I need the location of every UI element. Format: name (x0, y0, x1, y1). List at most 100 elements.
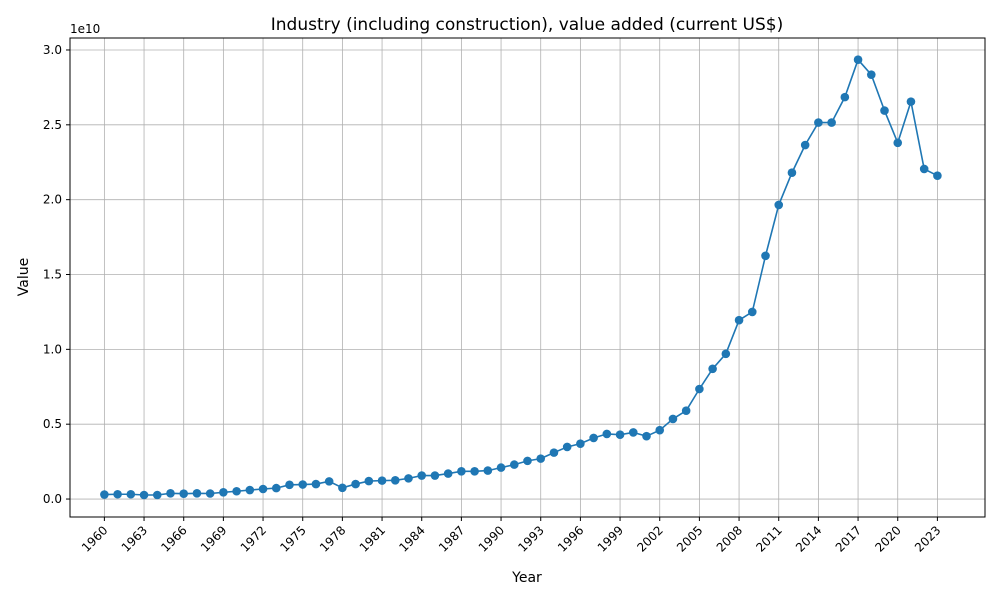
x-tick-label: 1999 (595, 523, 626, 554)
data-point (509, 460, 519, 469)
data-point (747, 307, 757, 317)
data-point (258, 484, 268, 494)
data-point (377, 476, 387, 485)
x-tick-label: 2017 (833, 523, 864, 554)
data-point (483, 466, 493, 475)
data-point (311, 479, 321, 489)
data-point (800, 140, 810, 150)
data-point (880, 106, 889, 115)
data-point (205, 489, 215, 498)
data-point (113, 489, 122, 499)
x-tick-label: 2014 (793, 523, 824, 554)
data-point (708, 364, 717, 374)
data-point (787, 168, 797, 178)
x-axis-title: Year (511, 570, 542, 586)
data-point (430, 471, 440, 480)
data-point (351, 479, 360, 489)
x-tick-label: 1972 (238, 523, 269, 554)
x-tick-label: 1960 (79, 523, 110, 554)
data-point (774, 200, 784, 210)
y-offset-label: 1e10 (70, 22, 100, 36)
data-point (628, 428, 638, 437)
data-point (100, 490, 109, 499)
data-point (549, 448, 559, 457)
data-point (298, 480, 308, 489)
data-point (232, 486, 241, 496)
x-tick-label: 1969 (198, 523, 229, 554)
plot-area-frame (69, 37, 986, 518)
data-point (734, 315, 744, 325)
data-point (615, 430, 625, 439)
data-point (364, 476, 374, 486)
x-tick-label: 1984 (396, 523, 427, 554)
x-tick-label: 1981 (357, 523, 388, 554)
data-point (933, 171, 942, 181)
data-point (761, 251, 770, 261)
x-tick-label: 1975 (277, 523, 308, 554)
axis-ticks: 1960 1963 1966 1969 1972 1975 1978 1981 1984 1987… (43, 43, 944, 555)
y-axis-title: Value (16, 258, 32, 296)
data-point (404, 474, 413, 483)
data-point (390, 476, 400, 485)
data-point (906, 97, 916, 106)
data-point (457, 467, 466, 476)
y-tick-label: 0.5 (43, 417, 62, 431)
data-point (536, 454, 546, 463)
y-tick-label: 1.5 (43, 268, 62, 282)
data-point (523, 456, 532, 466)
x-tick-label: 2002 (634, 523, 665, 554)
x-tick-label: 1990 (476, 523, 507, 554)
data-point (893, 138, 903, 148)
data-point (179, 489, 189, 498)
data-point (853, 55, 863, 65)
y-tick-label: 3.0 (43, 43, 62, 57)
data-point (919, 164, 929, 174)
data-point (271, 483, 281, 493)
data-point (866, 70, 876, 79)
y-tick-label: 2.0 (43, 193, 62, 207)
data-point (589, 433, 598, 443)
data-point (840, 92, 850, 102)
data-point (245, 485, 255, 495)
data-point (470, 467, 479, 476)
data-point (324, 477, 334, 486)
x-tick-label: 2023 (912, 523, 943, 554)
y-tick-label: 0.0 (43, 492, 62, 506)
x-tick-label: 1966 (158, 523, 189, 554)
y-tick-label: 2.5 (43, 118, 62, 132)
x-tick-label: 2011 (753, 523, 784, 554)
data-point (668, 414, 678, 424)
x-tick-label: 1978 (317, 523, 348, 554)
data-point (655, 425, 665, 435)
data-point (166, 489, 175, 498)
x-tick-label: 2005 (674, 523, 705, 554)
data-point (695, 384, 704, 394)
chart-title: Industry (including construction), value… (271, 15, 783, 35)
data-point (681, 406, 691, 416)
data-point (126, 489, 136, 499)
series-values (100, 55, 942, 500)
y-tick-label: 1.0 (43, 342, 62, 356)
x-tick-label: 1996 (555, 523, 586, 554)
x-tick-label: 1987 (436, 523, 467, 554)
data-point (285, 480, 294, 490)
data-point (562, 442, 572, 452)
data-point (814, 118, 823, 127)
data-point (827, 118, 836, 127)
series-line (104, 58, 938, 496)
data-point (443, 469, 453, 478)
x-tick-label: 1993 (515, 523, 546, 554)
x-tick-label: 1963 (119, 523, 150, 554)
data-point (576, 439, 585, 448)
data-point (496, 463, 506, 472)
data-point (219, 488, 228, 497)
x-tick-label: 2008 (714, 523, 745, 554)
data-point (721, 349, 731, 359)
data-point (338, 483, 347, 493)
data-point (642, 431, 651, 441)
grid-lines (70, 38, 985, 517)
x-tick-label: 2020 (872, 523, 903, 554)
data-point (417, 471, 427, 480)
data-point (602, 429, 612, 439)
